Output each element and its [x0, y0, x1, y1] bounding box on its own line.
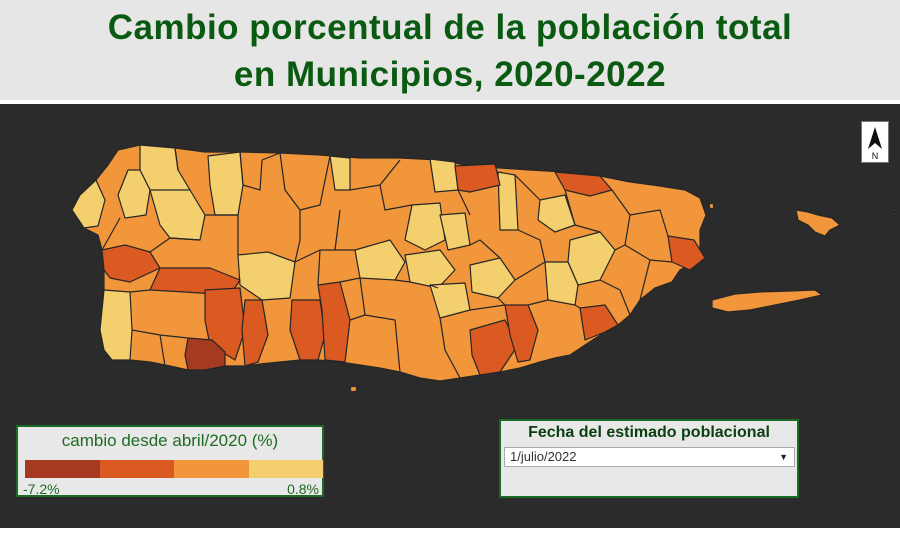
date-filter-title: Fecha del estimado poblacional: [528, 424, 770, 441]
municipality: [429, 158, 459, 193]
title-line-1: Cambio porcentual de la población total: [107, 8, 793, 47]
north-label: N: [872, 151, 879, 161]
legend-swatch: [25, 460, 100, 478]
north-arrow: N: [861, 121, 889, 163]
municipality: [354, 239, 406, 281]
municipality: [207, 151, 244, 216]
title-line-2: en Municipios, 2020-2022: [233, 55, 667, 94]
legend-swatch: [99, 460, 174, 478]
municipality: [237, 251, 296, 301]
puerto-rico-map[interactable]: [0, 104, 900, 528]
page-title: Cambio porcentual de la población total …: [0, 4, 900, 98]
municipality: [454, 163, 501, 193]
municipality: [404, 202, 446, 251]
municipality-vieques: [711, 289, 823, 313]
date-select-dropdown[interactable]: 1/julio/2022 ▼: [504, 447, 795, 467]
legend-title: cambio desde abril/2020 (%): [61, 431, 279, 450]
date-filter-panel: Fecha del estimado poblacional 1/julio/2…: [499, 419, 799, 498]
municipality-culebra: [795, 209, 841, 237]
municipality: [469, 319, 519, 376]
legend-swatch: [248, 460, 323, 478]
municipality: [469, 257, 516, 299]
legend-color-bar: [25, 460, 323, 478]
islet: [349, 385, 358, 393]
title-bar: Cambio porcentual de la población total …: [0, 0, 900, 100]
municipality: [404, 249, 456, 289]
municipality: [554, 171, 613, 197]
color-legend: cambio desde abril/2020 (%) -7.2% 0.8%: [16, 425, 324, 497]
municipality: [667, 235, 706, 271]
municipality: [117, 169, 151, 219]
municipality: [537, 194, 576, 233]
municipality: [241, 299, 269, 367]
legend-max-label: 0.8%: [287, 481, 319, 497]
municipality: [184, 337, 226, 371]
islet: [708, 202, 715, 210]
north-arrow-icon: N: [868, 127, 882, 161]
municipality: [497, 171, 519, 231]
legend-min-label: -7.2%: [23, 481, 60, 497]
municipality: [579, 304, 619, 341]
municipality: [71, 179, 106, 229]
municipality: [101, 244, 161, 283]
islet: [892, 207, 897, 213]
date-select-value: 1/julio/2022: [510, 449, 577, 464]
chevron-down-icon[interactable]: ▼: [779, 452, 788, 462]
municipality: [99, 289, 133, 361]
municipality: [544, 261, 579, 306]
legend-swatch: [174, 460, 249, 478]
